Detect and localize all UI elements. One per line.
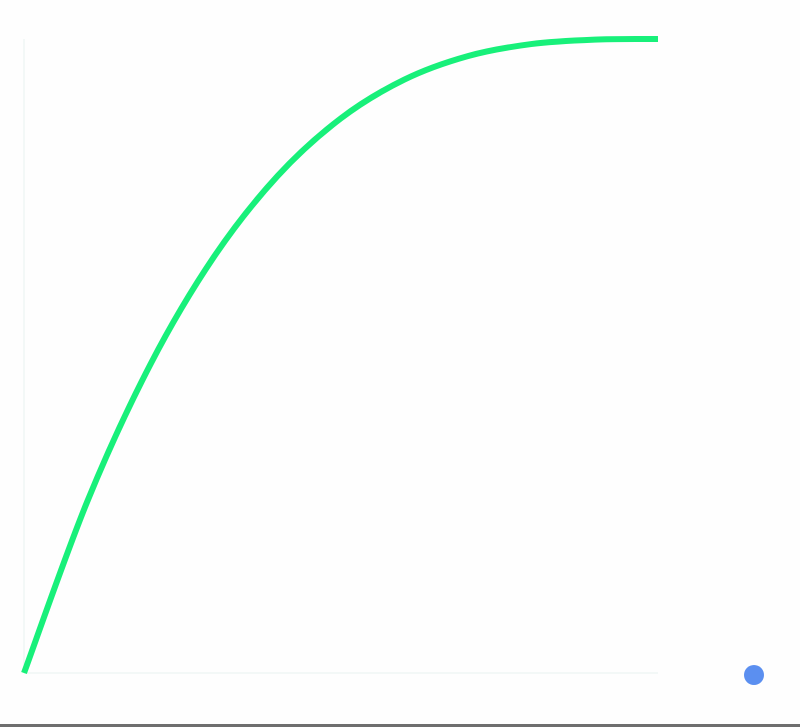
playhead-marker[interactable] xyxy=(744,665,764,685)
bottom-divider xyxy=(0,724,800,727)
series-line-0 xyxy=(21,36,659,675)
axes xyxy=(23,39,658,674)
series-layer xyxy=(21,36,659,675)
